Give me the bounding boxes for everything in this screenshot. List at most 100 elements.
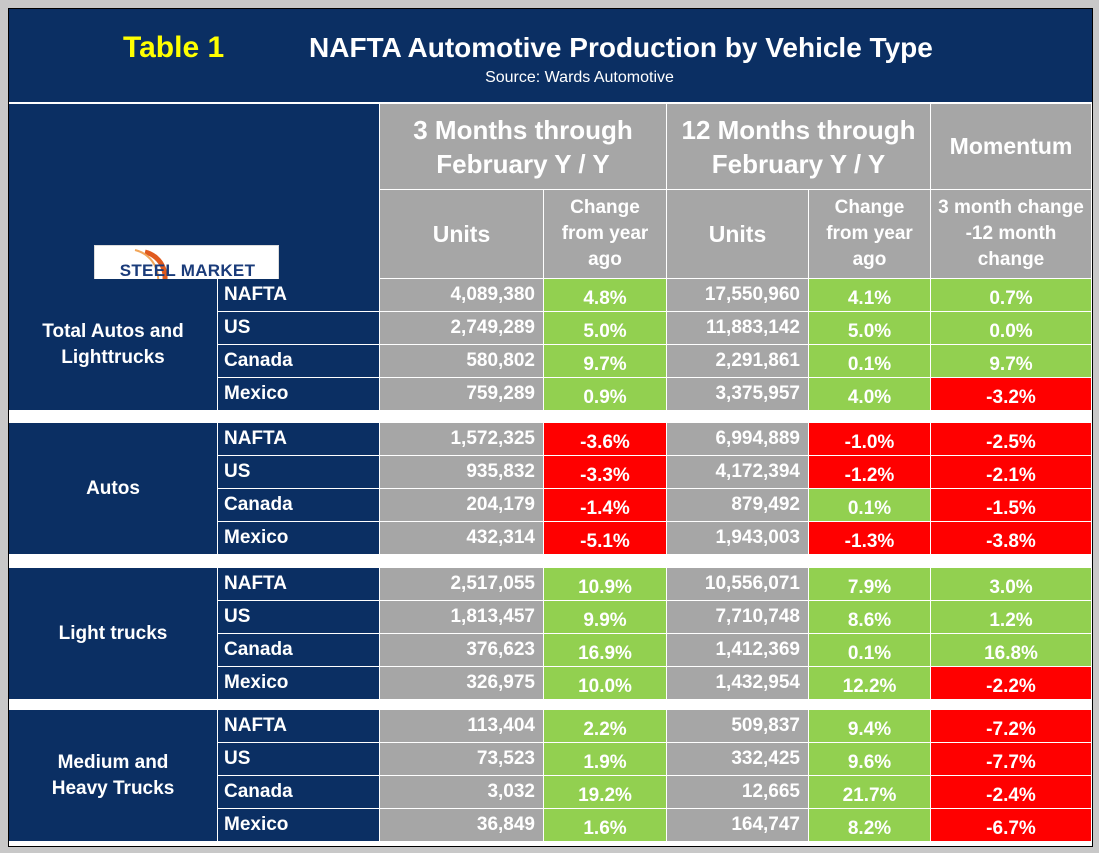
region-cell: Mexico [218,378,380,411]
change-12m-cell: 8.6% [809,601,931,634]
change-12m-cell: 0.1% [809,489,931,522]
change-12m-cell: -1.2% [809,456,931,489]
change-12m-cell: 5.0% [809,312,931,345]
units-12m-cell: 4,172,394 [667,456,809,489]
change-12m-cell: -1.3% [809,522,931,555]
change-12m-cell: 4.1% [809,279,931,312]
change-3m-cell: 2.2% [544,710,667,743]
group-label: Autos [9,423,218,555]
change-3m-cell: -3.6% [544,423,667,456]
group-label: Total Autos and Lighttrucks [9,279,218,411]
change-3m-cell: 16.9% [544,634,667,667]
units-3m-cell: 1,813,457 [380,601,544,634]
units-12m-cell: 879,492 [667,489,809,522]
change-12m-cell: 4.0% [809,378,931,411]
header-period-12m: 12 Months through February Y / Y [667,104,931,190]
change-3m-cell: 5.0% [544,312,667,345]
momentum-cell: -2.4% [931,776,1092,809]
units-3m-cell: 759,289 [380,378,544,411]
units-3m-cell: 935,832 [380,456,544,489]
units-3m-cell: 113,404 [380,710,544,743]
units-12m-cell: 2,291,861 [667,345,809,378]
momentum-cell: 0.7% [931,279,1092,312]
header-units-3m: Units [380,190,544,279]
header-units-12m: Units [667,190,809,279]
units-12m-cell: 1,432,954 [667,667,809,700]
momentum-cell: -7.7% [931,743,1092,776]
table-frame: Table 1 NAFTA Automotive Production by V… [8,8,1093,847]
units-12m-cell: 11,883,142 [667,312,809,345]
region-cell: Mexico [218,522,380,555]
units-3m-cell: 36,849 [380,809,544,842]
units-3m-cell: 4,089,380 [380,279,544,312]
units-12m-cell: 1,412,369 [667,634,809,667]
momentum-cell: -3.2% [931,378,1092,411]
change-3m-cell: 1.6% [544,809,667,842]
momentum-cell: -3.8% [931,522,1092,555]
change-12m-cell: 21.7% [809,776,931,809]
momentum-cell: 9.7% [931,345,1092,378]
header-momentum: Momentum [931,104,1092,190]
units-12m-cell: 7,710,748 [667,601,809,634]
units-12m-cell: 1,943,003 [667,522,809,555]
region-cell: NAFTA [218,279,380,312]
momentum-cell: -2.5% [931,423,1092,456]
change-12m-cell: 0.1% [809,345,931,378]
change-3m-cell: -1.4% [544,489,667,522]
units-3m-cell: 326,975 [380,667,544,700]
region-cell: US [218,456,380,489]
units-12m-cell: 3,375,957 [667,378,809,411]
source-note: Source: Wards Automotive [485,69,674,86]
momentum-cell: 0.0% [931,312,1092,345]
momentum-cell: 3.0% [931,568,1092,601]
units-3m-cell: 580,802 [380,345,544,378]
region-cell: Canada [218,776,380,809]
units-12m-cell: 332,425 [667,743,809,776]
table-label: Table 1 [123,31,225,64]
header-change-3m: Change from year ago [544,190,667,279]
region-cell: Mexico [218,809,380,842]
change-3m-cell: 1.9% [544,743,667,776]
region-cell: US [218,601,380,634]
change-12m-cell: 7.9% [809,568,931,601]
page-title: NAFTA Automotive Production by Vehicle T… [309,32,933,63]
header-change-12m: Change from year ago [809,190,931,279]
units-12m-cell: 17,550,960 [667,279,809,312]
change-12m-cell: 8.2% [809,809,931,842]
change-12m-cell: -1.0% [809,423,931,456]
units-3m-cell: 376,623 [380,634,544,667]
logo-panel: STEEL MARKET UPDATE [9,104,380,300]
change-3m-cell: 19.2% [544,776,667,809]
group-spacer [9,411,1092,423]
change-3m-cell: 10.9% [544,568,667,601]
units-12m-cell: 6,994,889 [667,423,809,456]
units-3m-cell: 73,523 [380,743,544,776]
region-cell: Canada [218,489,380,522]
region-cell: Mexico [218,667,380,700]
units-12m-cell: 12,665 [667,776,809,809]
header-period-3m: 3 Months through February Y / Y [380,104,667,190]
title-divider [9,102,1092,104]
region-cell: NAFTA [218,710,380,743]
change-3m-cell: 4.8% [544,279,667,312]
region-cell: NAFTA [218,423,380,456]
units-3m-cell: 432,314 [380,522,544,555]
region-cell: US [218,743,380,776]
region-cell: Canada [218,345,380,378]
units-3m-cell: 1,572,325 [380,423,544,456]
change-12m-cell: 0.1% [809,634,931,667]
group-label: Light trucks [9,568,218,700]
change-3m-cell: 0.9% [544,378,667,411]
units-12m-cell: 10,556,071 [667,568,809,601]
momentum-cell: 1.2% [931,601,1092,634]
units-12m-cell: 509,837 [667,710,809,743]
region-cell: NAFTA [218,568,380,601]
change-12m-cell: 9.4% [809,710,931,743]
group-spacer [9,555,1092,568]
change-12m-cell: 9.6% [809,743,931,776]
change-3m-cell: -3.3% [544,456,667,489]
momentum-cell: -6.7% [931,809,1092,842]
change-3m-cell: 10.0% [544,667,667,700]
change-12m-cell: 12.2% [809,667,931,700]
units-3m-cell: 2,517,055 [380,568,544,601]
